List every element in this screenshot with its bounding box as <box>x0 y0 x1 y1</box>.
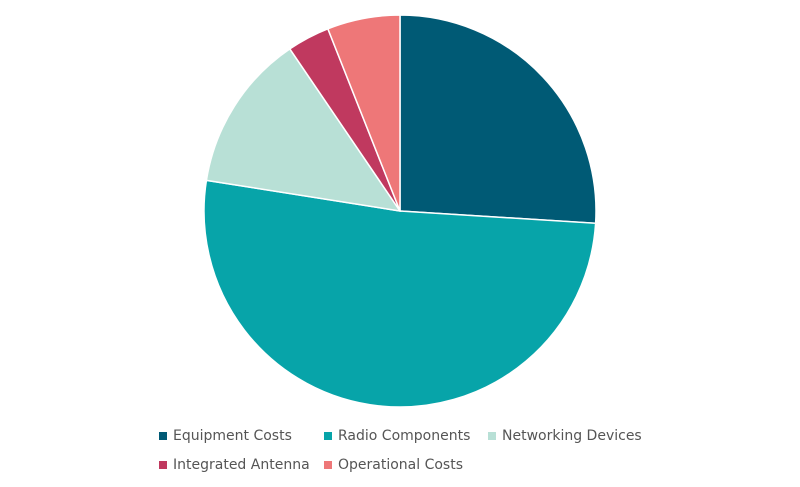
legend-swatch <box>324 461 332 469</box>
legend-label: Integrated Antenna <box>173 457 310 473</box>
legend-swatch <box>159 461 167 469</box>
legend-label: Networking Devices <box>502 428 642 444</box>
legend-swatch <box>488 432 496 440</box>
legend-label: Radio Components <box>338 428 470 444</box>
pie-slice <box>203 179 597 408</box>
legend-swatch <box>324 432 332 440</box>
pie-slice <box>205 47 402 213</box>
legend-swatch <box>159 432 167 440</box>
pie-slice <box>326 14 401 212</box>
legend-label: Equipment Costs <box>173 428 292 444</box>
pie-slice <box>399 14 597 225</box>
legend-label: Operational Costs <box>338 457 463 473</box>
